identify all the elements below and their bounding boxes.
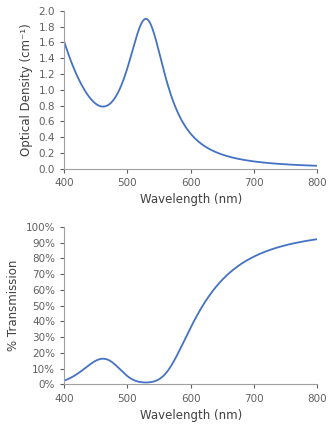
- X-axis label: Wavelength (nm): Wavelength (nm): [140, 193, 242, 206]
- Y-axis label: % Transmission: % Transmission: [7, 260, 20, 351]
- Y-axis label: Optical Density (cm⁻¹): Optical Density (cm⁻¹): [20, 24, 33, 156]
- X-axis label: Wavelength (nm): Wavelength (nm): [140, 409, 242, 422]
